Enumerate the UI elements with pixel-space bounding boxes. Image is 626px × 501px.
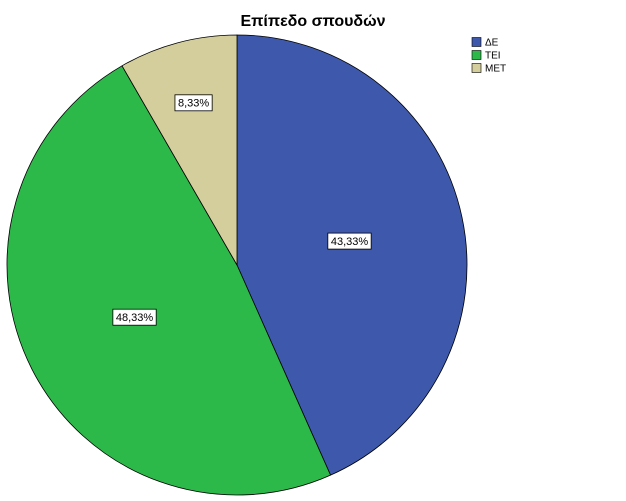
data-label: 8,33% <box>178 98 209 110</box>
pie-slice <box>6 65 332 496</box>
legend-label: ΔΕ <box>485 38 499 49</box>
pie-slice <box>121 34 238 267</box>
data-label-box <box>112 308 157 326</box>
chart-title: Επίπεδο σπουδών <box>240 13 385 30</box>
legend-label: ΜΕΤ <box>485 64 506 75</box>
data-label-box <box>174 94 213 112</box>
legend-swatch <box>471 50 482 60</box>
pie-slice <box>236 34 468 476</box>
legend-swatch <box>471 63 482 73</box>
legend-swatch <box>471 37 482 47</box>
data-label-box <box>327 232 372 250</box>
data-label: 43,33% <box>331 236 369 248</box>
legend-label: ΤΕΙ <box>485 51 501 62</box>
data-label: 48,33% <box>116 312 154 324</box>
